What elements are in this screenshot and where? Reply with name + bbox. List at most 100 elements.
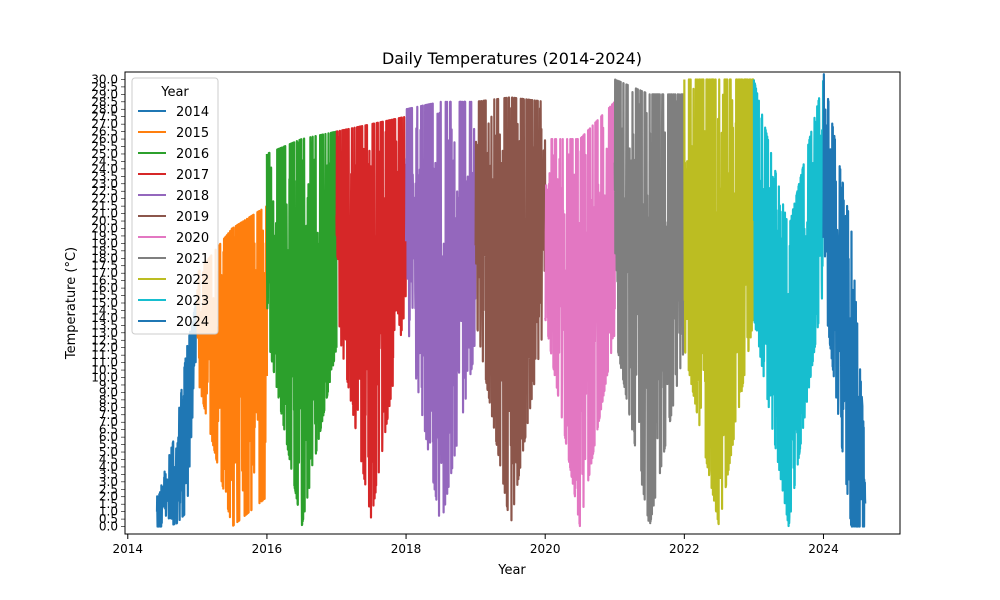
y-tick-label: 5.5 [99, 438, 118, 452]
legend-items: 2014 2015 2016 2017 2018 2019 2020 2021 2022 2023… [138, 105, 209, 330]
y-tick-label: 27.5 [91, 110, 118, 124]
x-tick-label-2018: 2018 [391, 542, 422, 556]
series-group [155, 73, 867, 528]
y-tick-label: 18.0 [91, 251, 118, 265]
legend-label-2019: 2019 [176, 210, 209, 225]
legend-item-2021[interactable]: 2021 [138, 252, 209, 267]
legend-item-2022[interactable]: 2022 [138, 273, 209, 288]
y-tick-label: 2.0 [99, 490, 118, 504]
y-tick-label: 17.0 [91, 266, 118, 280]
y-tick-label: 21.0 [91, 207, 118, 221]
y-tick-label: 8.0 [99, 400, 118, 414]
x-axis: 2014 2016 2018 2020 2022 2024 [113, 534, 839, 556]
legend-label-2016: 2016 [176, 147, 209, 162]
series-line-2020 [544, 100, 616, 528]
y-tick-label: 4.0 [99, 460, 118, 474]
legend-item-2019[interactable]: 2019 [138, 210, 209, 225]
y-tick-label: 9.0 [99, 385, 118, 399]
y-tick-label: 12.0 [91, 341, 118, 355]
y-tick-label: 30.0 [91, 72, 118, 86]
x-tick-label-2024: 2024 [808, 542, 839, 556]
legend-item-2020[interactable]: 2020 [138, 231, 209, 246]
y-tick-label: 19.5 [91, 229, 118, 243]
legend-item-2016[interactable]: 2016 [138, 147, 209, 162]
y-tick-label: 8.5 [99, 393, 118, 407]
y-axis-title: Temperature (°C) [64, 247, 79, 360]
y-tick-label: 6.0 [99, 430, 118, 444]
legend-label-2022: 2022 [176, 273, 209, 288]
y-axis: 0.00.51.01.52.02.53.03.54.04.55.05.56.06… [91, 72, 125, 534]
y-tick-label: 17.5 [91, 259, 118, 273]
y-tick-label: 24.5 [91, 154, 118, 168]
y-tick-label: 0.0 [99, 520, 118, 534]
y-tick-label: 19.0 [91, 236, 118, 250]
legend-item-2014[interactable]: 2014 [138, 105, 209, 120]
y-tick-label: 23.5 [91, 169, 118, 183]
y-tick-label: 22.0 [91, 192, 118, 206]
series-line-2019 [474, 96, 547, 522]
legend-item-2024[interactable]: 2024 [138, 315, 209, 330]
y-tick-label: 14.0 [91, 311, 118, 325]
y-tick-label: 22.5 [91, 184, 118, 198]
series-line-2017 [335, 116, 408, 519]
y-tick-label: 15.5 [91, 289, 118, 303]
y-tick-label: 1.5 [99, 497, 118, 511]
legend-item-2018[interactable]: 2018 [138, 189, 209, 204]
y-tick-label: 28.0 [91, 102, 118, 116]
y-tick-label: 26.0 [91, 132, 118, 146]
series-line-2022 [683, 78, 755, 526]
y-tick-label: 7.0 [99, 415, 118, 429]
y-tick-label: 18.5 [91, 244, 118, 258]
x-tick-label-2020: 2020 [530, 542, 561, 556]
chart-title: Daily Temperatures (2014-2024) [382, 49, 642, 68]
legend-label-2014: 2014 [176, 105, 209, 120]
legend-item-2015[interactable]: 2015 [138, 126, 209, 141]
y-tick-label: 7.5 [99, 408, 118, 422]
y-tick-label: 29.5 [91, 80, 118, 94]
y-tick-label: 2.5 [99, 482, 118, 496]
series-line-2023 [752, 79, 825, 528]
y-tick-label: 9.5 [99, 378, 118, 392]
legend-label-2024: 2024 [176, 315, 209, 330]
y-tick-label: 26.5 [91, 125, 118, 139]
y-tick-label: 25.5 [91, 140, 118, 154]
legend-label-2017: 2017 [176, 168, 209, 183]
y-tick-label: 16.0 [91, 281, 118, 295]
y-tick-label: 13.0 [91, 326, 118, 340]
y-tick-label: 3.5 [99, 467, 118, 481]
legend-item-2017[interactable]: 2017 [138, 168, 209, 183]
legend-label-2015: 2015 [176, 126, 209, 141]
y-tick-label: 15.0 [91, 296, 118, 310]
legend-label-2020: 2020 [176, 231, 209, 246]
x-tick-label-2014: 2014 [113, 542, 144, 556]
y-tick-label: 25.0 [91, 147, 118, 161]
y-tick-label: 10.0 [91, 371, 118, 385]
y-tick-label: 28.5 [91, 95, 118, 109]
y-tick-label: 12.5 [91, 333, 118, 347]
legend-label-2023: 2023 [176, 294, 209, 309]
y-tick-label: 10.5 [91, 363, 118, 377]
y-tick-label: 13.5 [91, 318, 118, 332]
y-tick-label: 11.5 [91, 348, 118, 362]
y-tick-label: 24.0 [91, 162, 118, 176]
y-tick-label: 1.0 [99, 505, 118, 519]
y-tick-label: 20.0 [91, 221, 118, 235]
y-tick-label: 6.5 [99, 423, 118, 437]
legend-box [131, 77, 219, 335]
series-line-2018 [404, 100, 477, 517]
y-tick-label: 16.5 [91, 274, 118, 288]
legend-item-2023[interactable]: 2023 [138, 294, 209, 309]
y-tick-label: 4.5 [99, 452, 118, 466]
legend-label-2018: 2018 [176, 189, 209, 204]
y-tick-label: 14.5 [91, 303, 118, 317]
y-tick-label: 21.5 [91, 199, 118, 213]
legend-label-2021: 2021 [176, 252, 209, 267]
y-tick-label: 3.0 [99, 475, 118, 489]
y-tick-label: 23.0 [91, 177, 118, 191]
y-tick-label: 11.0 [91, 356, 118, 370]
legend[interactable]: Year 2014 2015 2016 2017 2018 2019 2020 2021 202… [131, 77, 219, 335]
x-axis-title: Year [497, 563, 526, 578]
x-tick-label-2022: 2022 [669, 542, 700, 556]
series-line-2014 [155, 298, 199, 528]
